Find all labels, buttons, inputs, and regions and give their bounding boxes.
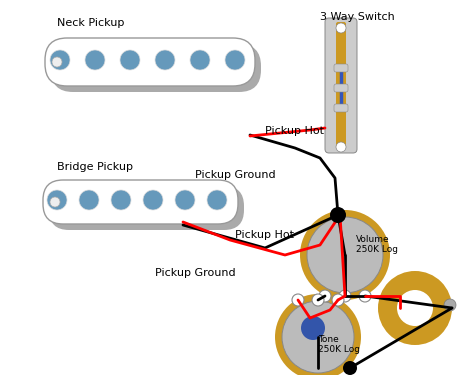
Circle shape — [47, 190, 67, 210]
Circle shape — [50, 197, 60, 207]
Circle shape — [343, 361, 357, 375]
Circle shape — [397, 290, 433, 326]
Circle shape — [207, 190, 227, 210]
Text: Pickup Hot: Pickup Hot — [265, 126, 324, 136]
Text: 3 Way Switch: 3 Way Switch — [320, 12, 395, 22]
FancyBboxPatch shape — [334, 64, 348, 72]
Text: Neck Pickup: Neck Pickup — [57, 18, 124, 28]
FancyBboxPatch shape — [334, 104, 348, 112]
Circle shape — [120, 50, 140, 70]
FancyBboxPatch shape — [325, 18, 357, 153]
Circle shape — [190, 50, 210, 70]
Text: Volume
250K Log: Volume 250K Log — [356, 235, 398, 254]
Circle shape — [312, 294, 324, 306]
Circle shape — [319, 290, 331, 302]
Circle shape — [175, 190, 195, 210]
Circle shape — [275, 294, 361, 375]
FancyBboxPatch shape — [45, 38, 255, 86]
Circle shape — [336, 23, 346, 33]
Circle shape — [336, 142, 346, 152]
FancyBboxPatch shape — [51, 44, 261, 92]
Circle shape — [292, 294, 304, 306]
Circle shape — [301, 316, 325, 340]
Circle shape — [307, 217, 383, 293]
Circle shape — [143, 190, 163, 210]
FancyBboxPatch shape — [334, 84, 348, 92]
Text: Bridge Pickup: Bridge Pickup — [57, 162, 133, 172]
Circle shape — [282, 301, 354, 373]
Circle shape — [111, 190, 131, 210]
Text: Pickup Ground: Pickup Ground — [195, 170, 275, 180]
Circle shape — [378, 271, 452, 345]
Text: Pickup Hot: Pickup Hot — [235, 230, 294, 240]
Text: Tone
250K Log: Tone 250K Log — [318, 335, 360, 354]
FancyBboxPatch shape — [336, 22, 346, 149]
Circle shape — [330, 207, 346, 223]
Circle shape — [332, 294, 344, 306]
FancyBboxPatch shape — [49, 186, 244, 230]
Circle shape — [85, 50, 105, 70]
Circle shape — [225, 50, 245, 70]
Text: Pickup Ground: Pickup Ground — [155, 268, 236, 278]
Circle shape — [79, 190, 99, 210]
Circle shape — [155, 50, 175, 70]
Circle shape — [339, 290, 351, 302]
Circle shape — [52, 57, 62, 67]
FancyBboxPatch shape — [43, 180, 238, 224]
Circle shape — [50, 50, 70, 70]
Circle shape — [300, 210, 390, 300]
Circle shape — [359, 290, 371, 302]
Circle shape — [444, 299, 456, 311]
